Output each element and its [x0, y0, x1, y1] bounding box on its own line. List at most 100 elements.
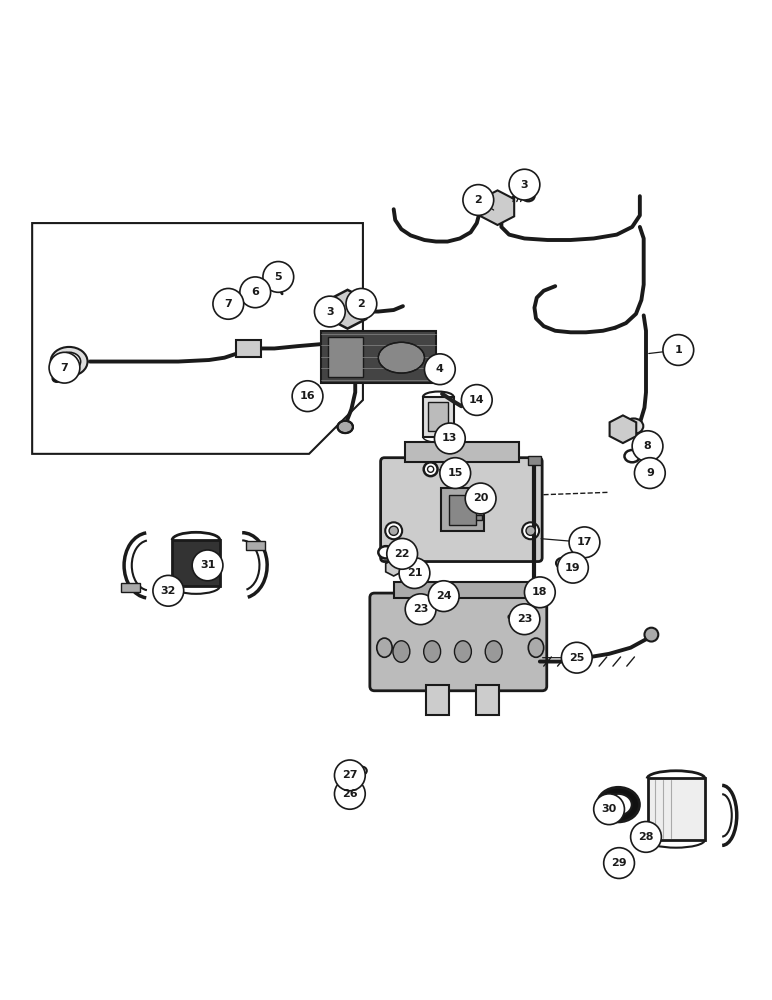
Circle shape: [569, 527, 600, 558]
Bar: [476, 685, 499, 715]
Circle shape: [462, 385, 493, 415]
Text: 7: 7: [225, 299, 232, 309]
Circle shape: [387, 538, 418, 569]
Ellipse shape: [526, 526, 535, 535]
Ellipse shape: [320, 309, 332, 318]
Circle shape: [663, 335, 694, 365]
Text: 29: 29: [611, 858, 627, 868]
Ellipse shape: [428, 466, 434, 472]
Ellipse shape: [385, 522, 402, 539]
Ellipse shape: [528, 638, 543, 657]
Circle shape: [509, 604, 540, 635]
Bar: [648, 778, 706, 840]
Circle shape: [440, 458, 471, 488]
Text: 30: 30: [601, 804, 617, 814]
Circle shape: [405, 594, 436, 625]
Bar: [449, 495, 476, 525]
Text: 16: 16: [300, 391, 315, 401]
Circle shape: [292, 381, 323, 412]
Text: 26: 26: [342, 789, 357, 799]
Text: 9: 9: [646, 468, 654, 478]
Circle shape: [314, 296, 345, 327]
Text: 32: 32: [161, 586, 176, 596]
Text: 25: 25: [569, 653, 584, 663]
Bar: [423, 397, 454, 437]
Text: 31: 31: [200, 560, 215, 570]
Bar: [172, 540, 220, 586]
Ellipse shape: [258, 292, 266, 300]
Ellipse shape: [378, 342, 425, 373]
Text: 2: 2: [475, 195, 482, 205]
Text: 28: 28: [638, 832, 654, 842]
Text: 23: 23: [516, 614, 532, 624]
Ellipse shape: [424, 462, 438, 476]
Circle shape: [153, 575, 184, 606]
Bar: [270, 276, 280, 282]
Circle shape: [240, 277, 271, 308]
Text: 13: 13: [442, 433, 458, 443]
Polygon shape: [386, 559, 401, 576]
Bar: [246, 541, 266, 550]
Polygon shape: [610, 415, 636, 443]
Text: 18: 18: [532, 587, 547, 597]
Bar: [352, 776, 363, 782]
Circle shape: [594, 794, 625, 825]
Text: 24: 24: [436, 591, 452, 601]
Text: 4: 4: [436, 364, 444, 374]
Text: 14: 14: [469, 395, 485, 405]
Text: 3: 3: [326, 307, 334, 317]
Text: 23: 23: [413, 604, 428, 614]
Circle shape: [334, 760, 365, 791]
Polygon shape: [481, 190, 514, 225]
Circle shape: [631, 822, 662, 852]
Ellipse shape: [58, 352, 80, 371]
Circle shape: [334, 778, 365, 809]
Ellipse shape: [377, 638, 392, 657]
Ellipse shape: [556, 558, 570, 568]
Circle shape: [463, 185, 493, 215]
Circle shape: [428, 581, 459, 612]
Ellipse shape: [455, 641, 472, 662]
Circle shape: [635, 458, 665, 488]
Circle shape: [509, 169, 540, 200]
Ellipse shape: [393, 641, 410, 662]
Ellipse shape: [52, 375, 62, 382]
Circle shape: [561, 642, 592, 673]
Circle shape: [524, 577, 555, 608]
Text: 21: 21: [407, 568, 422, 578]
Ellipse shape: [220, 292, 237, 308]
Circle shape: [192, 550, 223, 581]
FancyBboxPatch shape: [381, 458, 542, 562]
Text: 2: 2: [357, 299, 365, 309]
Ellipse shape: [424, 641, 441, 662]
Text: 15: 15: [448, 468, 463, 478]
Circle shape: [435, 423, 466, 454]
Ellipse shape: [625, 450, 640, 462]
Ellipse shape: [387, 562, 401, 573]
Circle shape: [263, 262, 293, 292]
Bar: [528, 456, 541, 465]
Text: 3: 3: [520, 180, 528, 190]
Ellipse shape: [522, 191, 534, 201]
Bar: [426, 685, 449, 715]
Text: 20: 20: [473, 493, 489, 503]
Circle shape: [604, 848, 635, 878]
Ellipse shape: [486, 641, 502, 662]
Text: 5: 5: [275, 272, 282, 282]
Circle shape: [632, 431, 663, 462]
Bar: [442, 488, 484, 531]
Ellipse shape: [598, 787, 639, 822]
Circle shape: [399, 558, 430, 588]
Text: 6: 6: [252, 287, 259, 297]
Circle shape: [213, 288, 244, 319]
Text: 22: 22: [394, 549, 410, 559]
Bar: [120, 583, 140, 592]
Text: 19: 19: [565, 563, 581, 573]
Ellipse shape: [389, 526, 398, 535]
Ellipse shape: [604, 794, 631, 815]
Circle shape: [346, 288, 377, 319]
Ellipse shape: [522, 522, 539, 539]
Bar: [394, 582, 528, 598]
Text: 7: 7: [60, 363, 69, 373]
Ellipse shape: [624, 418, 643, 434]
